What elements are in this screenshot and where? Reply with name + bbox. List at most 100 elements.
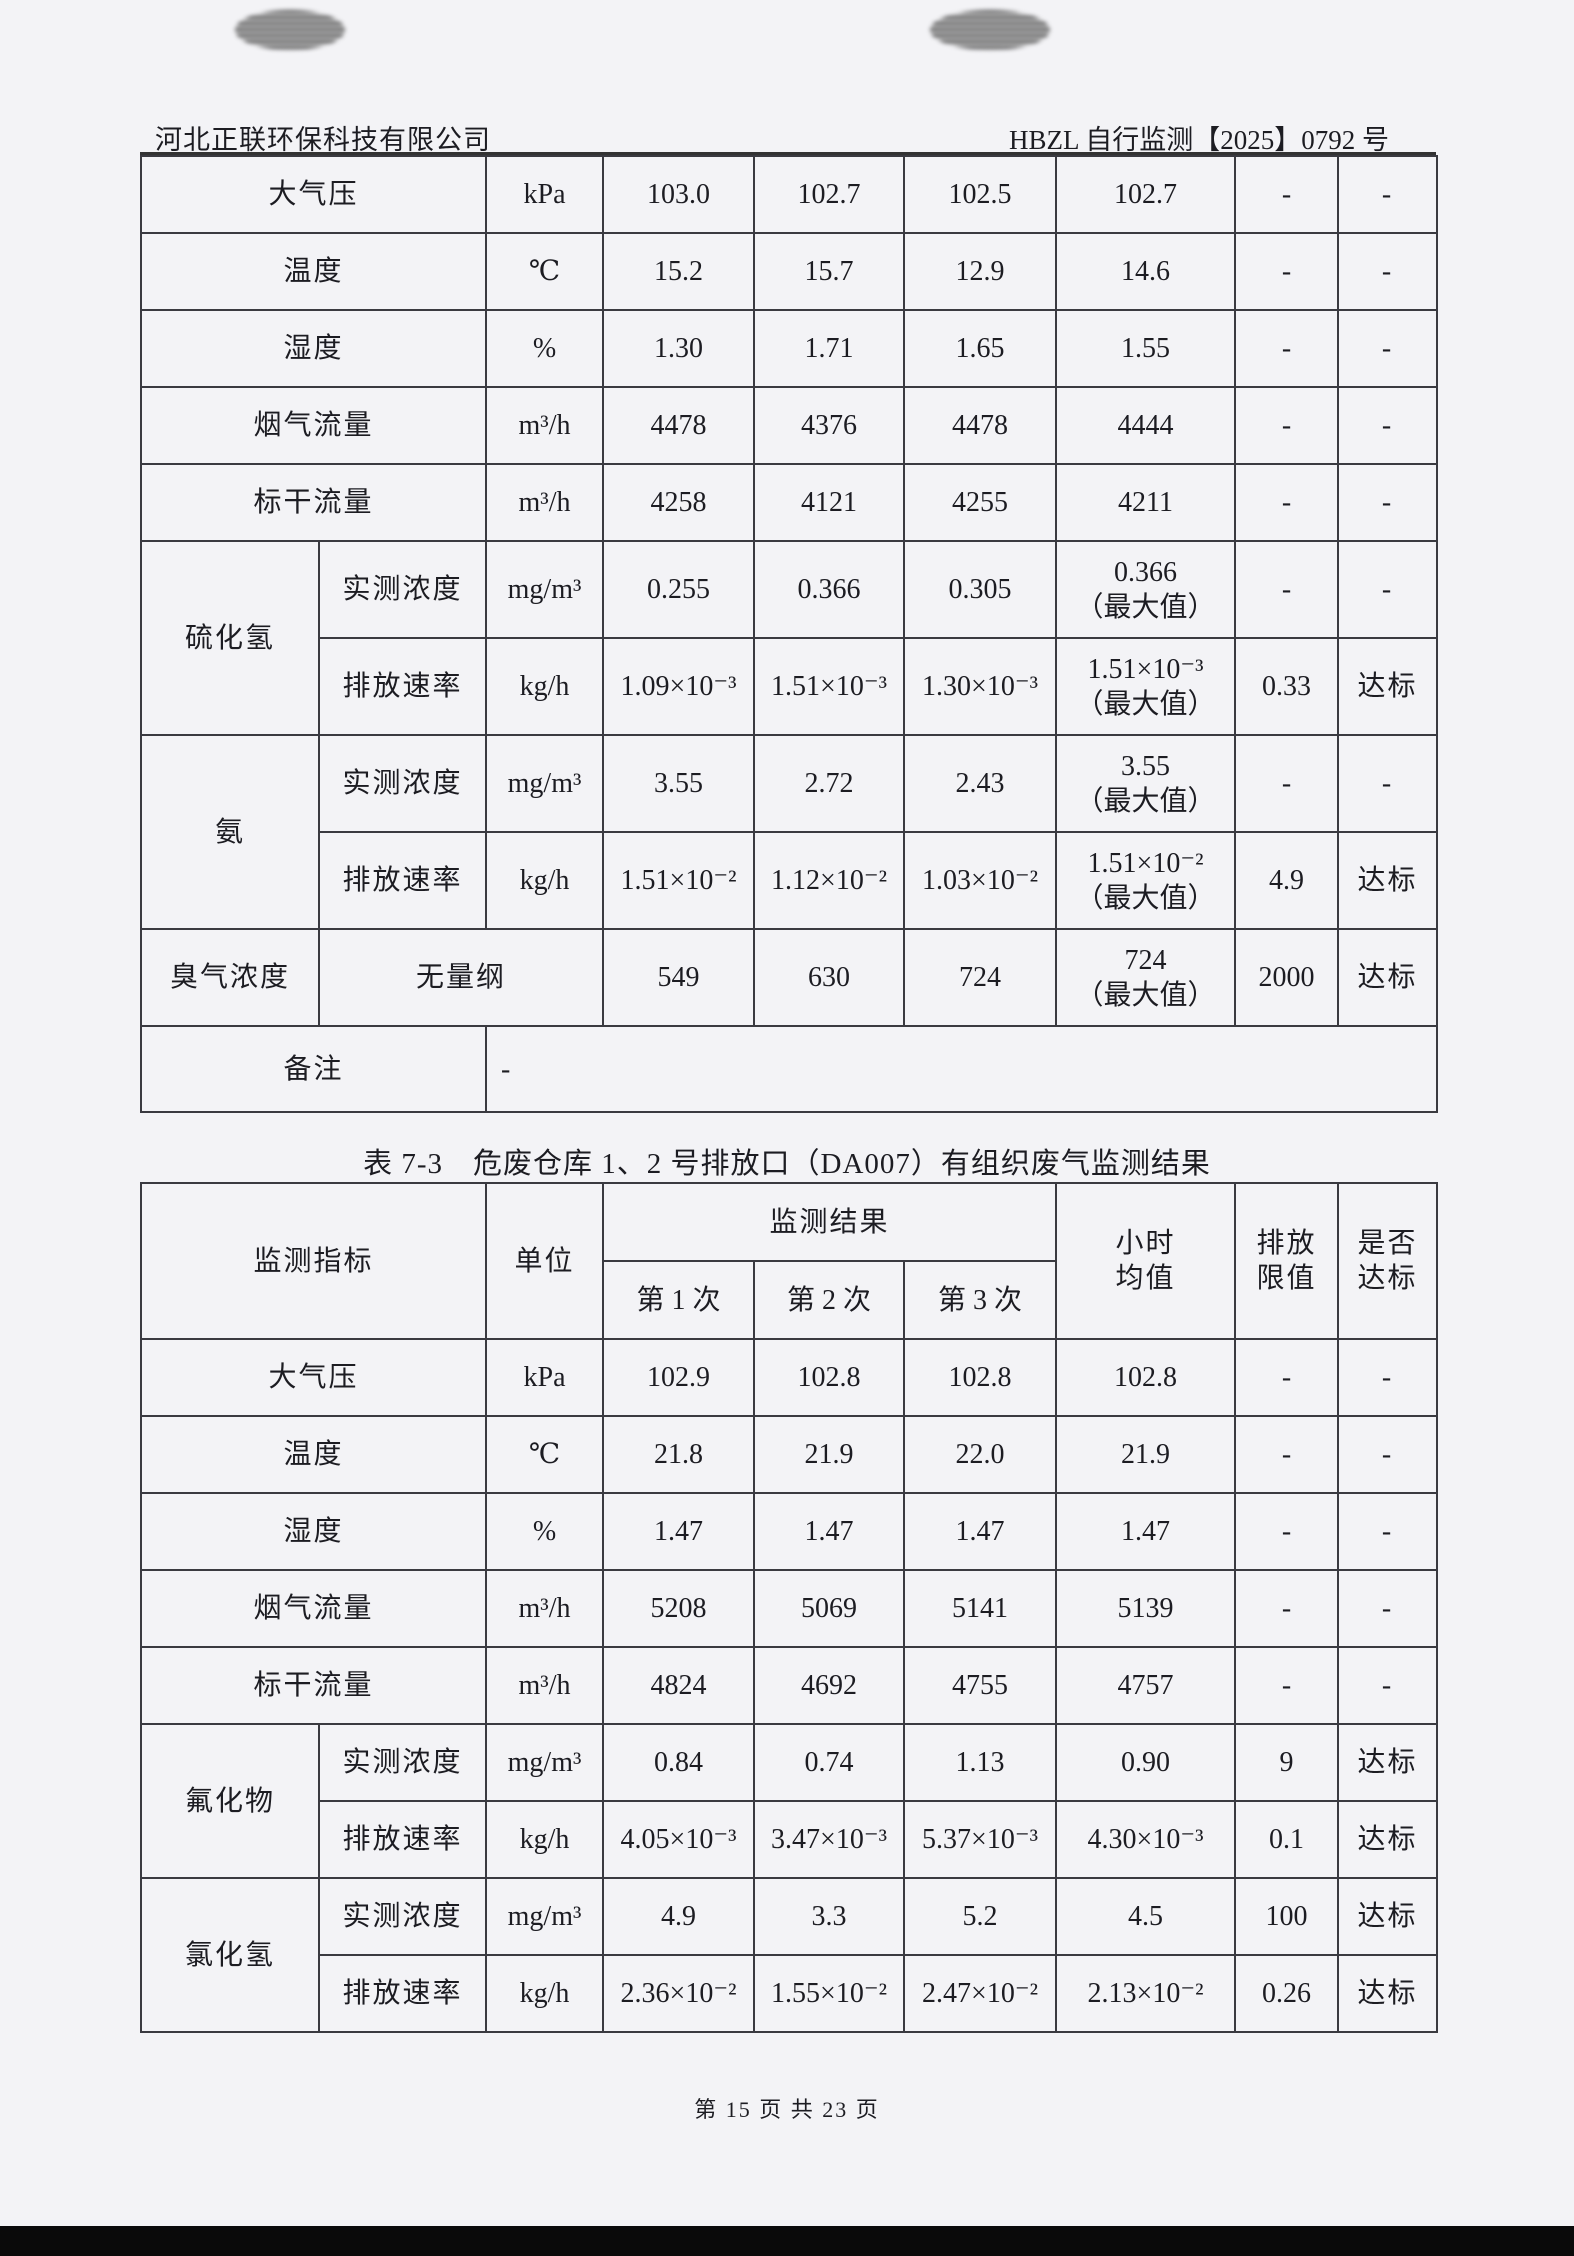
run-value: 0.74: [753, 1723, 906, 1802]
header-run-3: 第 3 次: [903, 1260, 1058, 1340]
run-value: 1.51×10⁻²: [602, 831, 756, 930]
indicator-label: 烟气流量: [139, 386, 488, 465]
sub-indicator-label: 排放速率: [317, 637, 488, 736]
limit-cell: -: [1234, 1492, 1340, 1571]
monitoring-table-continued: 大气压 kPa 103.0 102.7 102.5 102.7- - 温度 ℃ 15.2 15.7 1…: [139, 155, 1439, 1113]
table-row: 排放速率 kg/h 1.09×10⁻³ 1.51×10⁻³ 1.30×10⁻³ 1.51×…: [141, 637, 1439, 736]
run-value: 1.47: [602, 1492, 756, 1571]
table-row: 硫化氢 实测浓度 mg/m³ 0.255 0.366 0.305 0.366 （最大值） - -: [140, 540, 1439, 736]
average-value: 4757: [1055, 1646, 1237, 1725]
compliance-cell: -: [1337, 309, 1439, 388]
run-value: 549: [602, 928, 756, 1027]
pollutant-label: 硫化氢: [140, 540, 320, 736]
run-value: 1.30: [602, 309, 756, 388]
unit-cell: kPa: [485, 1338, 605, 1417]
compliance-cell: 达标: [1337, 928, 1439, 1027]
average-value: 4444: [1055, 386, 1237, 465]
pollutant-label: 氨: [140, 734, 320, 930]
compliance-cell: -: [1337, 463, 1439, 542]
table-row: 臭气浓度 无量纲 549 630 724 724 （最大值） 2000 达标: [140, 928, 1439, 1027]
compliance-cell: -: [1337, 232, 1439, 311]
run-value: 2.43: [903, 734, 1058, 833]
scan-smudge: [930, 10, 1050, 50]
scan-smudge: [235, 10, 345, 50]
compliance-cell: -: [1337, 1492, 1439, 1571]
table-row: 氨实测浓度 mg/m³ 3.55 2.72 2.43 3.55 （最大值） - -: [140, 734, 1439, 930]
limit-cell: 0.1: [1234, 1800, 1340, 1879]
header-results: 监测结果: [602, 1182, 1058, 1262]
table-caption: 表 7-3 危废仓库 1、2 号排放口（DA007）有组织废气监测结果: [363, 1148, 1211, 1180]
remark-row: 备注 -: [139, 1025, 1439, 1113]
run-value: 4.9: [602, 1877, 756, 1956]
run-value: 5141: [903, 1569, 1058, 1648]
unit-cell: 无量纲: [317, 928, 605, 1027]
run-value: 1.12×10⁻²: [753, 831, 906, 930]
remark-value: -: [485, 1025, 1439, 1113]
run-value: 22.0: [903, 1415, 1058, 1494]
header-rule: [140, 152, 1436, 155]
table-row: 氟化物 实测浓度 mg/m³ 0.84 0.74 1.13 0.90 9 达标: [140, 1723, 1439, 1879]
run-value: 0.84: [602, 1723, 756, 1802]
company-name: 河北正联环保科技有限公司: [155, 125, 491, 155]
run-value: 4478: [903, 386, 1058, 465]
limit-cell: -: [1234, 1415, 1340, 1494]
compliance-cell: 达标: [1337, 831, 1439, 930]
compliance-cell: 达标: [1337, 1800, 1439, 1879]
limit-cell: 0.26: [1234, 1954, 1340, 2033]
average-value: 5139: [1055, 1569, 1237, 1648]
header-limit: 排放 限值: [1234, 1182, 1340, 1340]
page-number: 第 15 页 共 23 页: [694, 2097, 880, 2122]
run-value: 102.5: [903, 155, 1058, 234]
unit-cell: m³/h: [485, 386, 605, 465]
header-compliant: 是否 达标: [1337, 1182, 1439, 1340]
compliance-cell: -: [1337, 155, 1439, 234]
average-value: 3.55 （最大值）: [1055, 734, 1237, 833]
unit-cell: m³/h: [485, 463, 605, 542]
unit-cell: mg/m³: [485, 540, 605, 639]
monitoring-table-da007: 监测指标 单位 监测结果 小时 均值 排放 限值 是否 达标 第 1 次 第 2…: [139, 1182, 1439, 2033]
run-value: 12.9: [903, 232, 1058, 311]
run-value: 102.9: [602, 1338, 756, 1417]
run-value: 102.8: [903, 1338, 1058, 1417]
indicator-label: 大气压: [139, 1338, 488, 1417]
limit-cell: -: [1234, 540, 1340, 639]
pollutant-label: 氟化物: [140, 1723, 320, 1879]
run-value: 1.71: [753, 309, 906, 388]
compliance-cell: -: [1337, 1338, 1439, 1417]
run-value: 630: [753, 928, 906, 1027]
remark-label: 备注: [139, 1025, 488, 1113]
table-row: 湿度% 1.30 1.71 1.65 1.55- -: [139, 309, 1439, 388]
compliance-cell: 达标: [1337, 637, 1439, 736]
compliance-cell: 达标: [1337, 1877, 1439, 1956]
run-value: 1.13: [903, 1723, 1058, 1802]
average-value: 0.366 （最大值）: [1055, 540, 1237, 639]
run-value: 5.2: [903, 1877, 1058, 1956]
compliance-cell: -: [1337, 1646, 1439, 1725]
scan-edge: [0, 2226, 1574, 2256]
average-value: 2.13×10⁻²: [1055, 1954, 1237, 2033]
limit-cell: 0.33: [1234, 637, 1340, 736]
report-number: HBZL 自行监测【2025】0792 号: [1009, 125, 1389, 155]
limit-cell: 100: [1234, 1877, 1340, 1956]
compliance-cell: 达标: [1337, 1954, 1439, 2033]
run-value: 3.55: [602, 734, 756, 833]
average-value: 0.90: [1055, 1723, 1237, 1802]
run-value: 4692: [753, 1646, 906, 1725]
table-row: 排放速率 kg/h 4.05×10⁻³ 3.47×10⁻³ 5.37×10⁻³ 4.30×…: [141, 1800, 1439, 1879]
limit-cell: -: [1234, 232, 1340, 311]
run-value: 0.305: [903, 540, 1058, 639]
unit-cell: %: [485, 309, 605, 388]
table-row: 温度 ℃ 21.8 21.9 22.0 21.9- -: [139, 1415, 1439, 1494]
run-value: 1.47: [753, 1492, 906, 1571]
limit-cell: 2000: [1234, 928, 1340, 1027]
header-indicator: 监测指标: [139, 1182, 488, 1340]
unit-cell: m³/h: [485, 1646, 605, 1725]
run-value: 0.255: [602, 540, 756, 639]
run-value: 15.2: [602, 232, 756, 311]
run-value: 1.09×10⁻³: [602, 637, 756, 736]
sub-indicator-label: 排放速率: [317, 831, 488, 930]
unit-cell: mg/m³: [485, 1877, 605, 1956]
table-row: 烟气流量 m³/h 5208 5069 5141 5139- -: [139, 1569, 1439, 1648]
table-row: 大气压 kPa 103.0 102.7 102.5 102.7- -: [139, 155, 1439, 234]
run-value: 102.7: [753, 155, 906, 234]
